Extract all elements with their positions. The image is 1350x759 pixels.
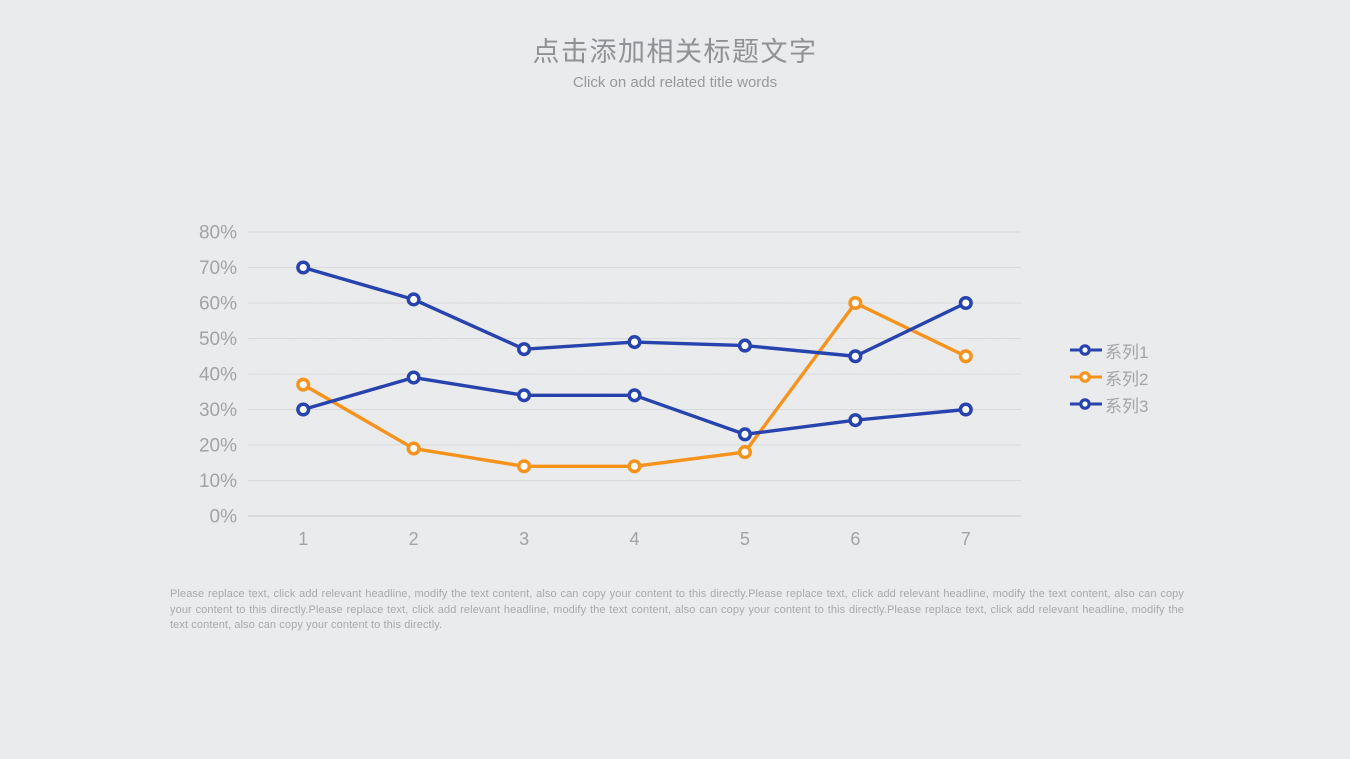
chart-legend[interactable]: 系列1 系列2 系列3 xyxy=(1070,339,1149,416)
data-point-series1 xyxy=(848,349,863,364)
data-point-series2 xyxy=(406,441,421,456)
y-axis-tick-label: 70% xyxy=(199,258,237,279)
data-point-series2 xyxy=(958,349,973,364)
legend-item-series2[interactable]: 系列2 xyxy=(1070,366,1149,389)
x-axis-tick-label: 4 xyxy=(629,529,639,549)
legend-item-label: 系列1 xyxy=(1105,342,1149,362)
slide-subtitle: Click on add related title words xyxy=(572,74,778,91)
data-point-series2 xyxy=(848,295,863,311)
legend-item-series3[interactable]: 系列3 xyxy=(1070,393,1149,416)
data-point-series2 xyxy=(296,377,311,392)
slide-title: 点击添加相关标题文字 xyxy=(532,37,818,67)
y-axis-tick-label: 30% xyxy=(199,400,237,421)
data-point-series1 xyxy=(517,342,532,357)
y-axis-tick-label: 80% xyxy=(199,223,237,244)
y-axis-tick-label: 50% xyxy=(199,329,237,350)
legend-line-marker-icon xyxy=(1070,344,1102,356)
body-placeholder-text[interactable]: Please replace text, click add relevant … xyxy=(170,588,1184,631)
series-line-3 xyxy=(301,375,968,437)
data-point-series3 xyxy=(627,388,642,403)
x-axis-tick-label: 3 xyxy=(519,529,529,549)
legend-item-label: 系列2 xyxy=(1105,369,1149,389)
data-point-series3 xyxy=(296,402,311,417)
data-point-series1 xyxy=(296,260,311,275)
data-point-series3 xyxy=(958,402,973,417)
x-axis-tick-label: 5 xyxy=(740,529,750,549)
data-point-series3 xyxy=(517,388,532,403)
data-point-series3 xyxy=(848,413,863,428)
data-point-series1 xyxy=(958,295,973,311)
data-point-series1 xyxy=(737,338,752,353)
legend-item-label: 系列3 xyxy=(1105,396,1149,416)
legend-item-series1[interactable]: 系列1 xyxy=(1070,339,1149,362)
y-axis-tick-label: 20% xyxy=(199,436,237,457)
data-point-series1 xyxy=(406,292,421,307)
title-placeholder[interactable]: 点击添加相关标题文字 Click on add related title wo… xyxy=(0,30,1350,91)
series-line-2 xyxy=(301,301,968,468)
legend-line-marker-icon xyxy=(1070,398,1102,410)
y-axis-tick-label: 0% xyxy=(210,507,238,528)
data-point-series2 xyxy=(517,459,532,474)
x-axis-tick-label: 2 xyxy=(409,529,419,549)
x-axis-tick-label: 7 xyxy=(961,529,971,549)
data-point-series3 xyxy=(406,370,421,385)
x-axis-tick-label: 6 xyxy=(850,529,860,549)
data-point-series3 xyxy=(737,427,752,442)
y-axis-tick-label: 60% xyxy=(199,294,237,315)
data-point-series2 xyxy=(627,459,642,474)
data-point-series1 xyxy=(627,335,642,350)
data-point-series2 xyxy=(737,445,752,460)
y-axis-tick-label: 40% xyxy=(199,365,237,386)
legend-line-marker-icon xyxy=(1070,371,1102,383)
y-axis-tick-label: 10% xyxy=(199,471,237,492)
x-axis-tick-label: 1 xyxy=(298,529,308,549)
